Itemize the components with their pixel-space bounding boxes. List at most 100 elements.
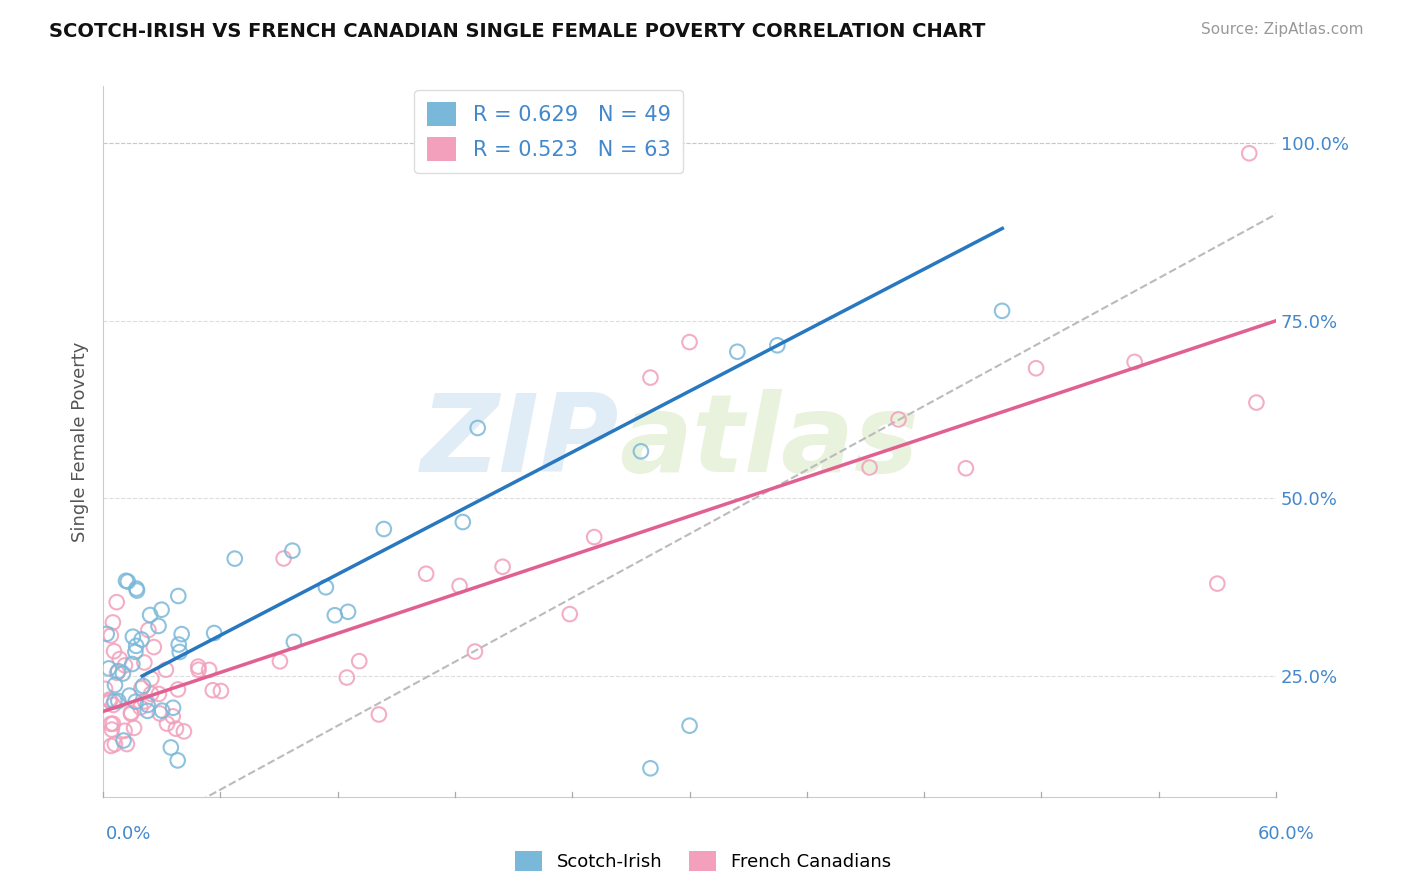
Point (103, 644, 125, 658)
Point (349, 654, 371, 668)
Point (107, 694, 129, 708)
Point (162, 700, 184, 714)
Point (103, 698, 125, 712)
Point (1246, 395, 1268, 409)
Point (138, 623, 160, 637)
Point (491, 559, 513, 574)
Point (198, 663, 221, 677)
Y-axis label: Single Female Poverty: Single Female Poverty (72, 342, 89, 541)
Point (120, 706, 142, 721)
Point (464, 644, 486, 658)
Point (283, 635, 305, 649)
Point (558, 607, 581, 621)
Point (101, 716, 124, 731)
Point (114, 658, 136, 673)
Point (114, 723, 136, 738)
Point (124, 695, 146, 709)
Point (111, 666, 134, 681)
Point (187, 663, 209, 677)
Point (162, 709, 184, 723)
Legend: R = 0.629   N = 49, R = 0.523   N = 63: R = 0.629 N = 49, R = 0.523 N = 63 (415, 90, 683, 173)
Point (170, 627, 193, 641)
Point (955, 461, 977, 475)
Point (121, 657, 143, 671)
Text: 0.0%: 0.0% (105, 825, 150, 843)
Point (103, 694, 125, 708)
Point (100, 717, 122, 731)
Point (136, 704, 159, 718)
Point (373, 522, 395, 536)
Point (725, 344, 748, 359)
Point (165, 722, 187, 736)
Point (187, 659, 209, 673)
Point (323, 608, 346, 623)
Text: atlas: atlas (619, 389, 918, 494)
Point (115, 574, 138, 588)
Point (107, 664, 129, 678)
Point (101, 615, 124, 630)
Point (173, 724, 195, 739)
Point (1206, 576, 1229, 591)
Point (148, 687, 170, 701)
Point (100, 628, 122, 642)
Point (124, 645, 146, 659)
Point (169, 645, 191, 659)
Point (98, 692, 121, 706)
Point (160, 740, 183, 755)
Point (105, 595, 128, 609)
Point (166, 753, 188, 767)
Point (120, 706, 142, 720)
Point (122, 630, 145, 644)
Point (155, 663, 177, 677)
Point (125, 639, 148, 653)
Point (136, 698, 159, 712)
Point (150, 603, 173, 617)
Point (678, 719, 700, 733)
Point (131, 681, 153, 695)
Point (167, 589, 190, 603)
Point (640, 761, 662, 775)
Point (104, 678, 127, 692)
Point (150, 704, 173, 718)
Point (224, 551, 246, 566)
Point (108, 652, 131, 666)
Point (583, 530, 606, 544)
Point (97, 661, 120, 675)
Point (451, 515, 474, 529)
Point (125, 583, 148, 598)
Legend: Scotch-Irish, French Canadians: Scotch-Irish, French Canadians (508, 844, 898, 879)
Point (1025, 361, 1047, 376)
Text: ZIP: ZIP (420, 389, 619, 494)
Point (100, 739, 122, 753)
Point (115, 737, 138, 751)
Text: 60.0%: 60.0% (1258, 825, 1315, 843)
Point (118, 689, 141, 703)
Point (104, 737, 127, 751)
Point (269, 654, 291, 668)
Point (336, 671, 359, 685)
Point (149, 706, 172, 721)
Point (678, 335, 700, 350)
Point (142, 640, 165, 654)
Point (201, 683, 224, 698)
Point (202, 626, 225, 640)
Point (315, 580, 337, 594)
Point (101, 723, 124, 737)
Point (858, 460, 880, 475)
Point (887, 412, 910, 426)
Point (141, 672, 163, 686)
Point (415, 566, 437, 581)
Point (122, 721, 145, 735)
Point (132, 679, 155, 693)
Point (134, 694, 156, 708)
Point (134, 656, 156, 670)
Point (630, 444, 652, 458)
Point (209, 684, 232, 698)
Point (139, 687, 162, 701)
Point (167, 682, 190, 697)
Point (148, 619, 170, 633)
Point (337, 605, 360, 619)
Point (139, 607, 162, 622)
Point (1239, 146, 1261, 161)
Point (94, 681, 117, 696)
